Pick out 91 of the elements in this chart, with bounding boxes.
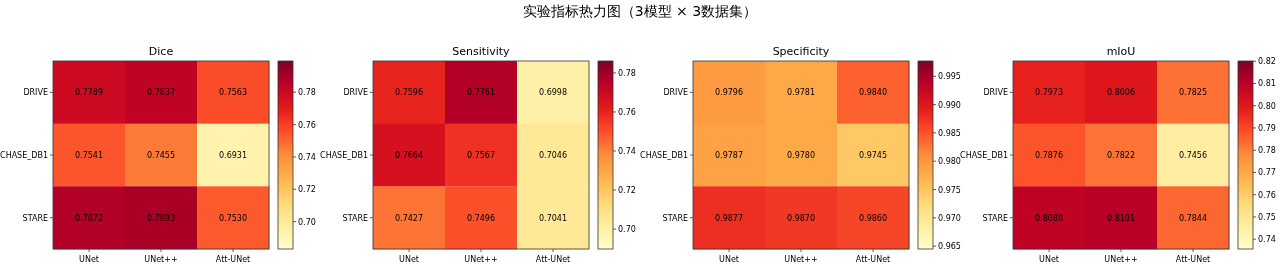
color-bar-label: 0.975 bbox=[938, 185, 961, 195]
chart-title: Specificity bbox=[772, 45, 830, 58]
data-label: 0.7596 bbox=[395, 88, 423, 98]
x-tick-label: UNet bbox=[399, 255, 419, 264]
color-bar-label: 0.79 bbox=[1258, 123, 1276, 133]
data-label: 0.7973 bbox=[1035, 88, 1063, 98]
data-label: 0.7825 bbox=[1179, 88, 1207, 98]
data-label: 0.7530 bbox=[219, 213, 247, 223]
color-bar-label: 0.76 bbox=[618, 107, 636, 117]
color-bar-label: 0.74 bbox=[298, 152, 316, 162]
data-label: 0.7541 bbox=[75, 151, 103, 160]
data-label: 0.7455 bbox=[147, 151, 175, 160]
x-tick-label: UNet++ bbox=[464, 255, 498, 264]
data-label: 0.7844 bbox=[1179, 213, 1207, 223]
data-label: 0.7496 bbox=[467, 213, 495, 223]
data-label: 0.9745 bbox=[859, 151, 887, 160]
y-tick-label: CHASE_DB1 bbox=[320, 151, 368, 160]
data-label: 0.7822 bbox=[1107, 151, 1135, 160]
color-bar-label: 0.985 bbox=[938, 128, 961, 138]
data-label: 0.9870 bbox=[787, 213, 815, 223]
x-tick-label: Att-UNet bbox=[215, 255, 251, 264]
x-tick-label: UNet bbox=[79, 255, 99, 264]
x-tick-label: UNet bbox=[719, 255, 739, 264]
data-label: 0.7893 bbox=[147, 213, 175, 223]
color-bar-label: 0.80 bbox=[1258, 101, 1276, 111]
color-bar-label: 0.980 bbox=[938, 157, 961, 167]
data-label: 0.6931 bbox=[219, 151, 247, 160]
y-tick-label: STARE bbox=[22, 213, 48, 223]
x-tick-label: Att-UNet bbox=[535, 255, 571, 264]
data-label: 0.7041 bbox=[539, 213, 567, 223]
chart-title: mIoU bbox=[1106, 45, 1136, 58]
y-tick-label: DRIVE bbox=[343, 88, 368, 98]
data-label: 0.7046 bbox=[539, 151, 567, 160]
y-tick-label: CHASE_DB1 bbox=[960, 151, 1008, 160]
data-label: 0.7872 bbox=[75, 213, 103, 223]
color-bar-label: 0.82 bbox=[1258, 57, 1276, 67]
text: 实验指标热力图（3模型 × 3数据集） bbox=[522, 3, 758, 19]
data-label: 0.9796 bbox=[715, 88, 743, 98]
color-bar-label: 0.78 bbox=[298, 88, 316, 98]
chart-title: Sensitivity bbox=[452, 45, 511, 58]
y-tick-label: DRIVE bbox=[663, 88, 688, 98]
data-label: 0.8088 bbox=[1035, 213, 1063, 223]
color-bar-label: 0.70 bbox=[618, 225, 636, 235]
y-tick-label: CHASE_DB1 bbox=[640, 151, 688, 160]
x-tick-label: UNet++ bbox=[144, 255, 178, 264]
y-tick-label: STARE bbox=[342, 213, 368, 223]
data-label: 0.9840 bbox=[859, 88, 887, 98]
data-label: 0.7427 bbox=[395, 213, 423, 223]
data-label: 0.7563 bbox=[219, 88, 247, 98]
color-bar-label: 0.76 bbox=[1258, 190, 1276, 200]
color-bar-label: 0.77 bbox=[1258, 168, 1276, 178]
data-label: 0.7664 bbox=[395, 151, 423, 160]
color-bar-label: 0.70 bbox=[298, 217, 316, 227]
y-tick-label: STARE bbox=[662, 213, 688, 223]
chart-title: Dice bbox=[148, 45, 174, 58]
x-tick-label: UNet bbox=[1039, 255, 1059, 264]
data-label: 0.9860 bbox=[859, 213, 887, 223]
data-label: 0.7789 bbox=[75, 88, 103, 98]
x-tick-label: UNet++ bbox=[1104, 255, 1138, 264]
color-bar-label: 0.970 bbox=[938, 213, 961, 223]
data-label: 0.7837 bbox=[147, 88, 175, 98]
data-label: 0.9781 bbox=[787, 88, 815, 98]
x-tick-label: Att-UNet bbox=[1175, 255, 1211, 264]
color-bar-label: 0.78 bbox=[618, 68, 636, 78]
data-label: 0.7567 bbox=[467, 151, 495, 160]
color-bar-label: 0.995 bbox=[938, 72, 961, 82]
color-bar-label: 0.81 bbox=[1258, 79, 1276, 89]
data-label: 0.9877 bbox=[715, 213, 743, 223]
color-bar-label: 0.74 bbox=[1258, 235, 1276, 245]
color-bar-label: 0.74 bbox=[618, 147, 636, 156]
y-tick-label: DRIVE bbox=[23, 88, 48, 98]
color-bar-label: 0.76 bbox=[298, 120, 316, 130]
y-tick-label: CHASE_DB1 bbox=[0, 151, 48, 160]
color-bar-label: 0.78 bbox=[1258, 146, 1276, 156]
color-bar-label: 0.965 bbox=[938, 242, 961, 252]
data-label: 0.7761 bbox=[467, 88, 495, 98]
x-tick-label: UNet++ bbox=[784, 255, 818, 264]
data-label: 0.8006 bbox=[1107, 88, 1135, 98]
data-label: 0.8101 bbox=[1107, 213, 1135, 223]
color-bar-label: 0.75 bbox=[1258, 212, 1276, 222]
data-label: 0.6998 bbox=[539, 88, 567, 98]
y-tick-label: STARE bbox=[982, 213, 1008, 223]
color-bar-label: 0.72 bbox=[298, 185, 316, 195]
data-label: 0.9780 bbox=[787, 151, 815, 160]
data-label: 0.9787 bbox=[715, 151, 743, 160]
data-label: 0.7456 bbox=[1179, 151, 1207, 160]
color-bar-label: 0.990 bbox=[938, 100, 961, 110]
color-bar-label: 0.72 bbox=[618, 186, 636, 196]
data-label: 0.7876 bbox=[1035, 151, 1063, 160]
x-tick-label: Att-UNet bbox=[855, 255, 891, 264]
y-tick-label: DRIVE bbox=[983, 88, 1008, 98]
